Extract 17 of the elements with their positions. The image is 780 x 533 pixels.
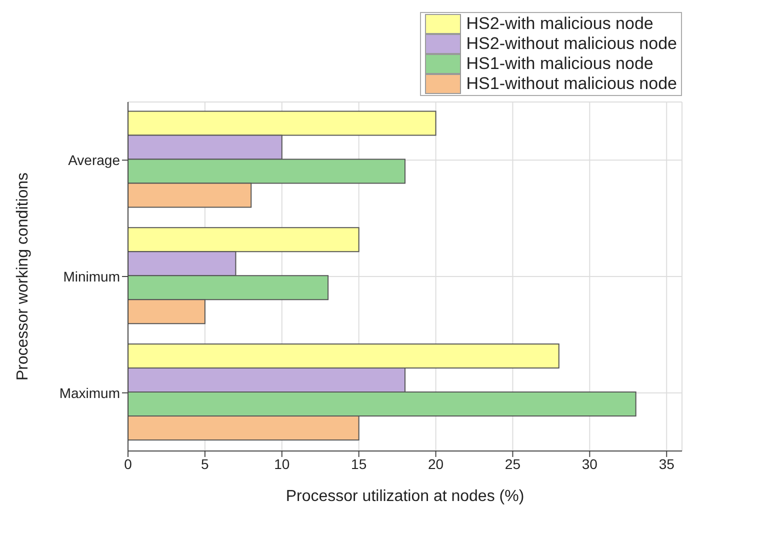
x-tick-label: 10 bbox=[274, 456, 290, 472]
x-axis-title: Processor utilization at nodes (%) bbox=[286, 488, 524, 505]
legend-label: HS1-with malicious node bbox=[466, 54, 654, 74]
x-tick-label: 35 bbox=[658, 456, 675, 472]
y-tick-label: Maximum bbox=[59, 384, 120, 401]
x-tick-label: 20 bbox=[428, 456, 444, 472]
y-tick-label: Average bbox=[68, 152, 120, 168]
y-axis-title: Processor working conditions bbox=[14, 172, 32, 381]
x-tick-label: 0 bbox=[124, 456, 132, 472]
legend-label: HS1-without malicious node bbox=[466, 74, 677, 94]
x-tick-label: 5 bbox=[201, 456, 210, 472]
y-tick-label: Minimum bbox=[63, 268, 120, 284]
legend-label: HS2-with malicious node bbox=[466, 14, 654, 34]
x-tick-label: 30 bbox=[582, 456, 598, 472]
x-tick-label: 15 bbox=[351, 456, 367, 472]
legend-label: HS2-without malicious node bbox=[466, 34, 677, 54]
x-tick-label: 25 bbox=[504, 456, 521, 472]
